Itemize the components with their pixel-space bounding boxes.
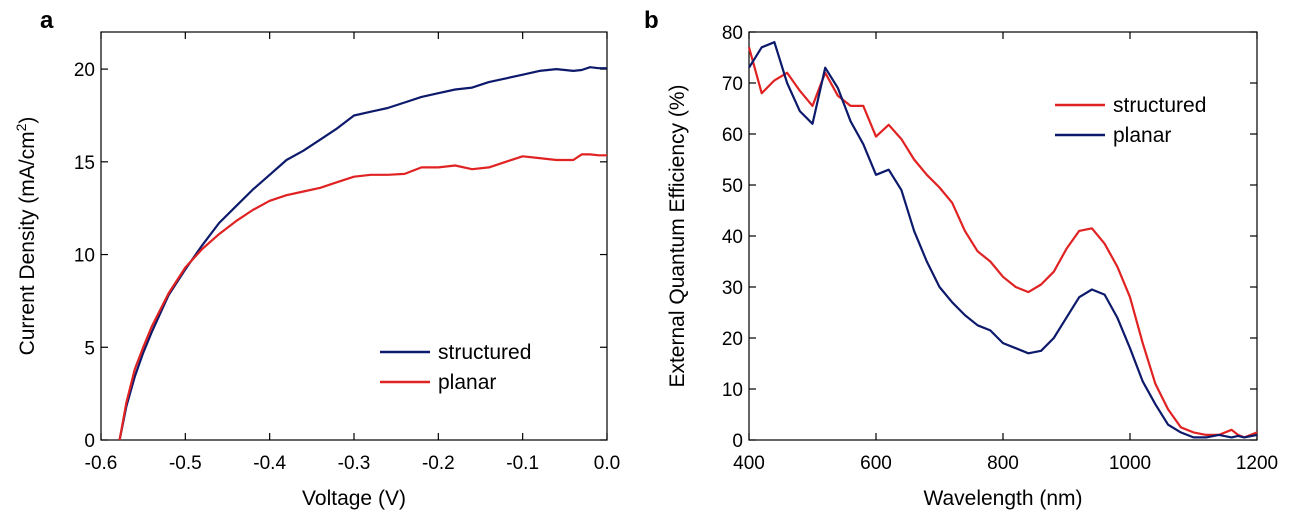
- x-tick-label: -0.5: [169, 453, 202, 474]
- legend-label-structured: structured: [438, 341, 531, 364]
- y-tick-label: 5: [84, 338, 95, 359]
- y-tick-label: 15: [74, 153, 95, 174]
- x-tick-label: 800: [987, 453, 1019, 474]
- x-tick-label: -0.4: [253, 453, 286, 474]
- panel-letter: b: [644, 7, 659, 34]
- y-tick-label: 40: [722, 227, 743, 248]
- legend-label-planar: planar: [438, 371, 496, 394]
- y-tick-label: 20: [74, 60, 95, 81]
- y-tick-label: 30: [722, 278, 743, 299]
- y-tick-label: 10: [74, 246, 95, 267]
- panel-letter: a: [40, 7, 54, 34]
- x-tick-label: 0.0: [594, 453, 620, 474]
- series-line-structured: [118, 66, 607, 441]
- legend-label-planar: planar: [1113, 124, 1171, 147]
- legend-label-structured: structured: [1113, 94, 1206, 117]
- series-line-planar: [118, 153, 607, 441]
- x-axis-title: Voltage (V): [302, 487, 406, 510]
- x-tick-label: -0.3: [338, 453, 371, 474]
- y-tick-label: 0: [84, 431, 95, 452]
- x-tick-label: 1200: [1236, 453, 1278, 474]
- x-axis-title: Wavelength (nm): [923, 487, 1082, 510]
- x-tick-label: 1000: [1109, 453, 1151, 474]
- x-tick-label: -0.1: [506, 453, 539, 474]
- y-tick-label: 70: [722, 74, 743, 95]
- y-tick-label: 20: [722, 329, 743, 350]
- y-axis-title: External Quantum Efficiency (%): [666, 84, 689, 387]
- y-tick-label: 80: [722, 23, 743, 44]
- y-axis-title: Current Density (mA/cm2): [13, 117, 39, 356]
- panel-b-eqe-chart: b 400 600 800 1000 1200 0 10 20 30 40 50 60 70 80 Wavel…: [644, 7, 1278, 510]
- x-tick-label: -0.2: [422, 453, 455, 474]
- x-tick-label: -0.6: [85, 453, 118, 474]
- x-tick-label: 400: [733, 453, 765, 474]
- y-tick-label: 10: [722, 380, 743, 401]
- y-tick-label: 0: [732, 431, 743, 452]
- plot-frame: [100, 31, 608, 441]
- y-tick-label: 60: [722, 125, 743, 146]
- panel-a-current-density-chart: a -0.6 -0.5 -0.4 -0.3 -0.2 -0.1 0.0 0 5 10 15 20 Volt…: [13, 7, 620, 510]
- series-line-structured: [747, 47, 1258, 439]
- series-line-planar: [748, 41, 1258, 439]
- y-tick-label: 50: [722, 176, 743, 197]
- x-tick-label: 600: [860, 453, 892, 474]
